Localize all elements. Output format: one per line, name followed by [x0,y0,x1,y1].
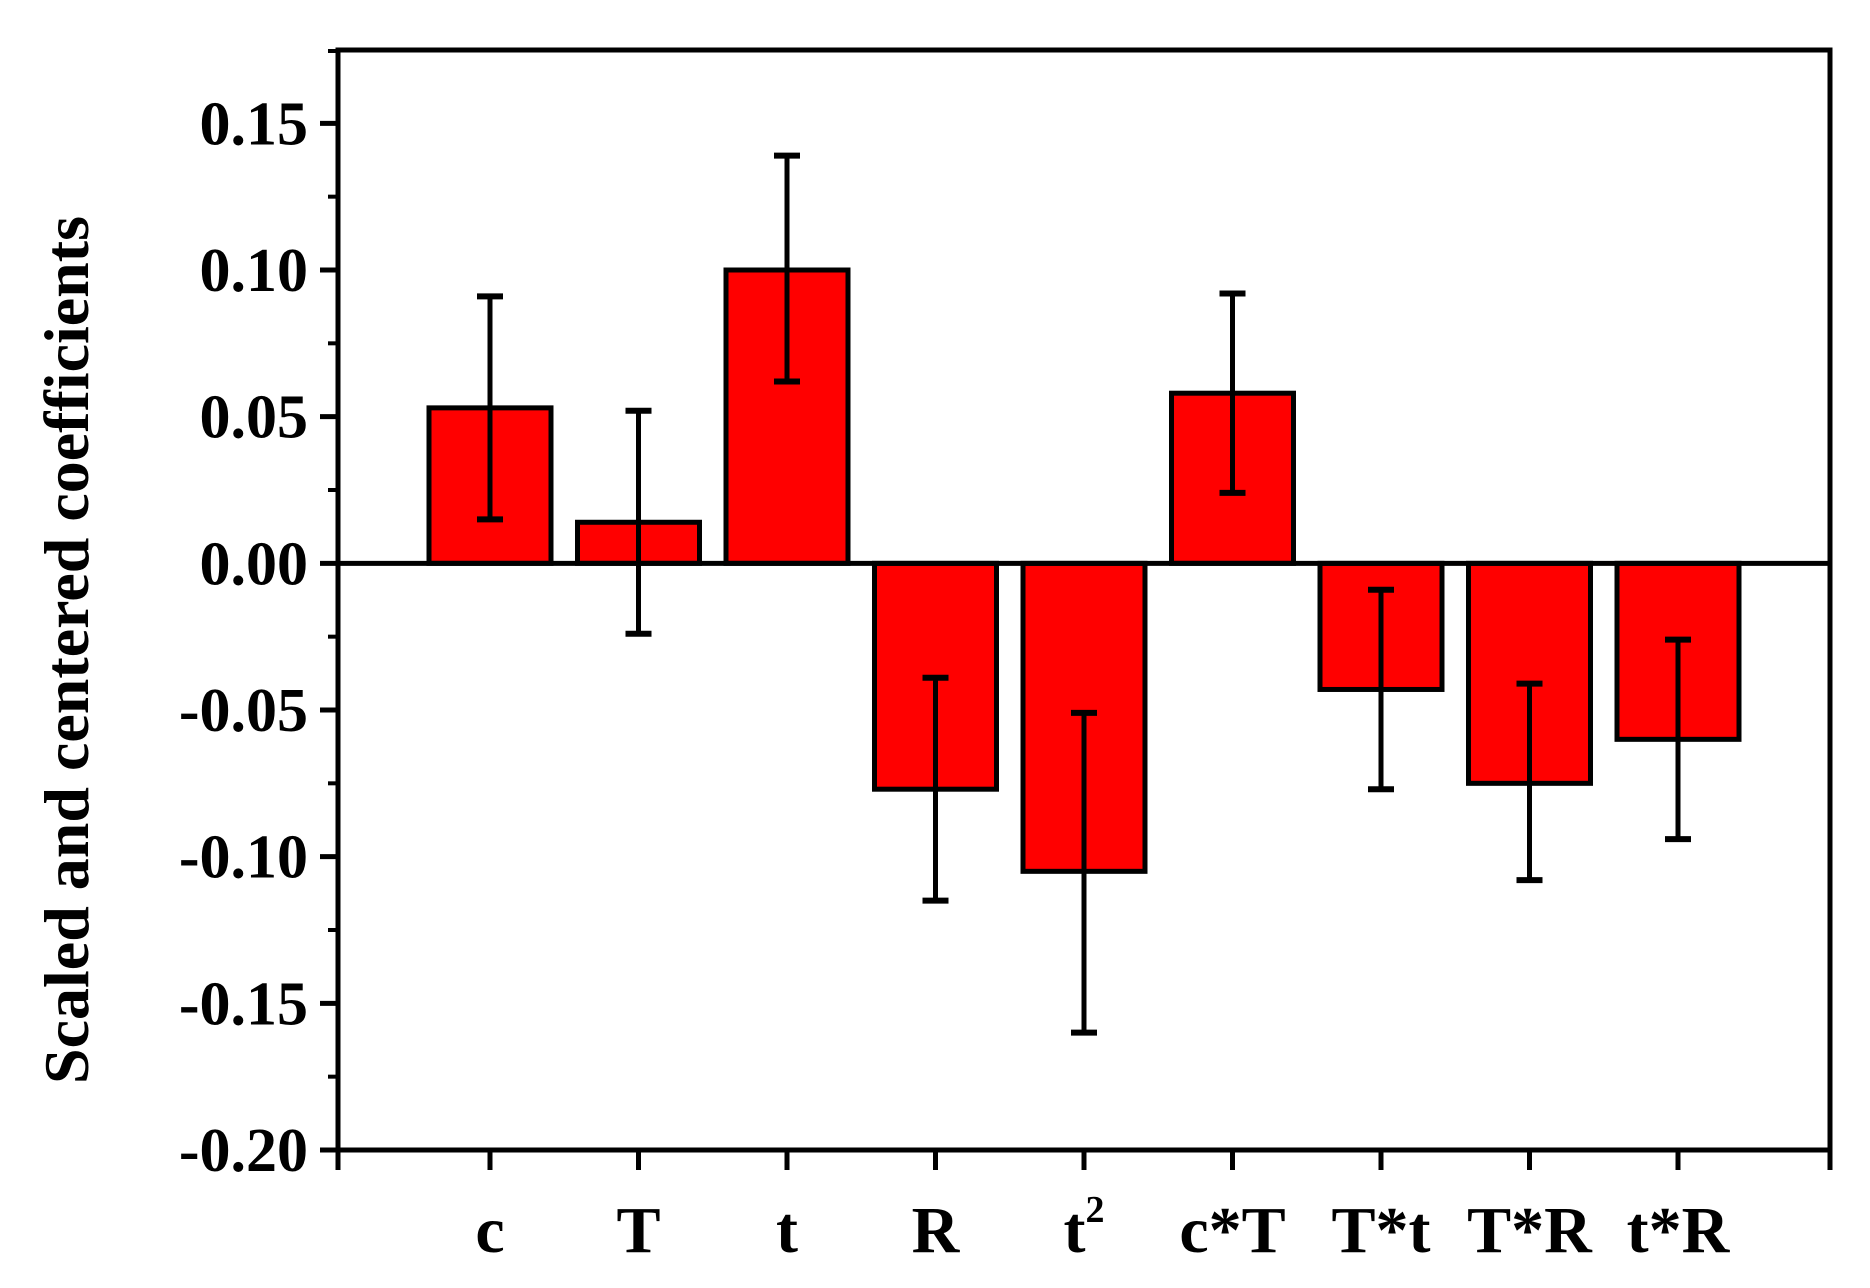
x-category-label: T*R [1467,1194,1593,1267]
x-category-label: t*R [1627,1194,1731,1267]
y-tick-label: -0.20 [179,1117,308,1185]
x-category-label: R [912,1194,961,1267]
y-tick-label: 0.05 [200,384,309,452]
x-category-label: c*T [1179,1194,1285,1267]
y-tick-label: 0.15 [200,90,309,158]
x-category-label: T*t [1332,1194,1431,1267]
y-tick-labels: 0.15 0.10 0.05 0.00 -0.05 -0.10 -0.15 -0.20 [179,90,308,1185]
x-category-label: c [475,1194,504,1267]
y-tick-label: 0.10 [200,237,309,305]
x-axis-ticks [335,1150,1833,1170]
x-category-label: T [616,1194,660,1267]
y-tick-label: -0.10 [179,824,308,892]
x-category-label: t2 [1064,1189,1105,1267]
y-axis-title: Scaled and centered coefficients [31,216,102,1084]
y-tick-label: 0.00 [200,530,309,598]
error-bars [477,152,1691,1036]
bars [426,267,1742,874]
y-tick-label: -0.05 [179,677,308,745]
y-tick-label: -0.15 [179,970,308,1038]
x-category-label: t [776,1194,798,1267]
y-axis-ticks [320,49,338,1153]
